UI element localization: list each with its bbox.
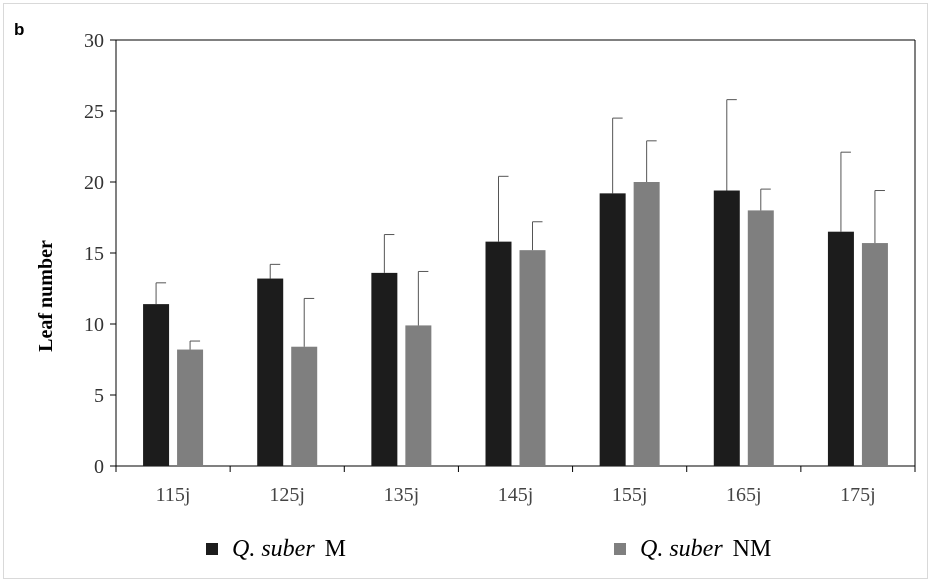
y-tick-label: 30 bbox=[84, 30, 104, 52]
y-tick-label: 5 bbox=[94, 385, 104, 407]
panel-label: b bbox=[14, 20, 25, 39]
bar-m bbox=[371, 272, 398, 466]
y-tick-label: 20 bbox=[84, 172, 104, 194]
bar-nm bbox=[177, 349, 204, 466]
x-tick-label: 165j bbox=[726, 484, 762, 506]
bar-nm bbox=[747, 210, 774, 466]
bar-m bbox=[599, 193, 626, 467]
bar-m bbox=[485, 241, 512, 466]
bar-m bbox=[827, 231, 854, 466]
x-tick-label: 155j bbox=[612, 484, 648, 506]
bar-nm bbox=[519, 250, 546, 466]
legend-item-m: Q. suber M bbox=[206, 534, 346, 564]
bar-m bbox=[713, 190, 740, 466]
y-tick-label: 25 bbox=[84, 101, 104, 123]
plot-area: 0 5 10 15 20 25 30 115j 125j 135j 145j 155j 165j 175j bbox=[84, 30, 916, 506]
x-tick-label: 135j bbox=[384, 484, 420, 506]
legend-species-nm: Q. suber bbox=[640, 535, 723, 562]
y-tick-label: 15 bbox=[84, 243, 104, 265]
y-axis-label: Leaf number bbox=[35, 240, 57, 352]
bar-nm bbox=[405, 325, 432, 466]
legend-suffix-m: M bbox=[324, 535, 347, 562]
x-tick-label: 115j bbox=[156, 484, 191, 506]
legend-swatch-nm bbox=[614, 543, 626, 555]
bar-nm bbox=[291, 346, 318, 466]
legend-swatch-m bbox=[206, 543, 218, 555]
x-tick-label: 145j bbox=[498, 484, 534, 506]
legend-suffix-nm: NM bbox=[732, 535, 772, 562]
bar-m bbox=[143, 304, 170, 466]
x-tick-label: 125j bbox=[269, 484, 305, 506]
legend-species-m: Q. suber bbox=[232, 535, 315, 562]
bar-nm bbox=[633, 182, 660, 466]
bar-m bbox=[257, 278, 284, 466]
y-tick-label: 0 bbox=[94, 456, 104, 478]
bar-nm bbox=[861, 243, 888, 466]
y-tick-label: 10 bbox=[84, 314, 104, 336]
legend-item-nm: Q. suber NM bbox=[614, 534, 771, 564]
x-tick-label: 175j bbox=[840, 484, 876, 506]
